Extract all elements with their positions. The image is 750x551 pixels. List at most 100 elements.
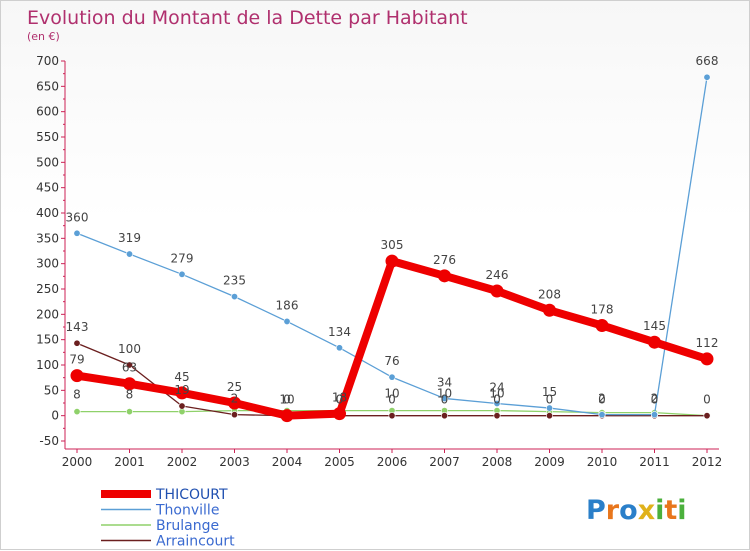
data-point-thicourt	[700, 352, 714, 366]
x-axis: 2000 2001 2002 2003 2004 2005 2006 2007 2008 2009…	[62, 448, 722, 469]
data-label-thicourt: 63	[122, 361, 137, 375]
data-point-arraincourt	[545, 412, 553, 420]
x-tick-label: 2001	[114, 455, 145, 469]
data-point-arraincourt	[493, 412, 501, 420]
data-label-brulange: 10	[489, 387, 504, 401]
y-tick-label: 400	[36, 206, 59, 220]
data-label-arraincourt: 0	[283, 393, 291, 407]
data-label-brulange: 8	[126, 388, 134, 402]
data-label-thonville: 2	[598, 392, 606, 406]
data-label-arraincourt: 0	[703, 393, 711, 407]
data-label-thonville: 235	[223, 274, 246, 288]
data-point-thonville	[545, 404, 553, 412]
data-point-thonville	[493, 400, 501, 408]
data-label-arraincourt: 0	[336, 393, 344, 407]
x-tick-label: 2004	[272, 455, 303, 469]
data-label-thicourt: 305	[381, 238, 404, 252]
data-label-thicourt: 25	[227, 380, 242, 394]
data-point-thonville	[73, 229, 81, 237]
data-label-arraincourt: 19	[174, 383, 189, 397]
y-tick-label: 100	[36, 358, 59, 372]
data-point-thonville	[335, 344, 343, 352]
data-label-thonville: 134	[328, 325, 351, 339]
data-label-thicourt: 246	[486, 268, 509, 282]
logo-letter: r	[606, 495, 620, 526]
data-label-arraincourt: 0	[388, 393, 396, 407]
data-point-thicourt	[280, 409, 294, 423]
proxiti-logo: Proxiti	[586, 495, 687, 526]
data-point-arraincourt	[73, 339, 81, 347]
data-label-thicourt: 145	[643, 319, 666, 333]
legend-label-thonville: Thonville	[155, 503, 219, 519]
data-label-thicourt: 112	[696, 336, 719, 350]
x-tick-label: 2006	[377, 455, 408, 469]
y-tick-label: 600	[36, 105, 59, 119]
x-tick-label: 2002	[167, 455, 198, 469]
data-label-thonville: 24	[489, 381, 504, 395]
data-label-brulange: 10	[384, 387, 399, 401]
data-label-brulange: 10	[437, 387, 452, 401]
data-label-arraincourt: 0	[441, 393, 449, 407]
data-point-thicourt	[490, 284, 504, 298]
y-tick-label: 550	[36, 130, 59, 144]
logo-letter: i	[655, 495, 664, 526]
data-point-thicourt	[228, 396, 241, 410]
data-point-thicourt	[543, 303, 556, 317]
data-label-arraincourt: 2	[231, 392, 239, 406]
data-point-thonville	[598, 411, 606, 419]
x-tick-label: 2008	[482, 455, 513, 469]
data-label-arraincourt: 143	[66, 320, 89, 334]
data-point-thonville	[178, 270, 186, 278]
y-tick-label: 150	[36, 333, 59, 347]
data-label-thonville: 668	[696, 54, 719, 68]
data-point-thonville	[703, 73, 711, 81]
series-lines	[70, 73, 714, 423]
logo-letter: t	[664, 495, 677, 526]
data-label-thonville: 186	[276, 298, 299, 312]
data-point-thonville	[231, 293, 239, 301]
data-point-arraincourt	[703, 412, 711, 420]
x-tick-label: 2003	[219, 455, 250, 469]
data-label-thicourt: 45	[174, 370, 189, 384]
data-point-thicourt	[70, 369, 84, 383]
legend-label-thicourt: THICOURT	[155, 487, 228, 503]
data-point-thicourt	[648, 335, 661, 349]
y-tick-label: 500	[36, 155, 59, 169]
data-label-thicourt: 10	[279, 393, 294, 407]
data-point-thicourt	[595, 318, 609, 332]
y-tick-label: 700	[36, 54, 59, 68]
logo-letter: x	[638, 495, 655, 526]
data-point-thonville	[650, 411, 658, 419]
data-point-thicourt	[333, 407, 346, 421]
data-point-thicourt	[123, 377, 136, 391]
data-label-arraincourt: 0	[546, 393, 554, 407]
y-tick-label: 300	[36, 257, 59, 271]
logo-letter: i	[677, 495, 686, 526]
data-point-thicourt	[175, 386, 189, 400]
data-point-brulange	[126, 408, 134, 416]
data-point-arraincourt	[440, 412, 448, 420]
y-tick-label: 200	[36, 307, 59, 321]
data-label-thonville: 319	[118, 231, 141, 245]
y-tick-label: 0	[51, 409, 59, 423]
y-tick-label: 250	[36, 282, 59, 296]
data-label-arraincourt: 0	[493, 393, 501, 407]
data-point-arraincourt	[126, 361, 134, 369]
y-tick-label: 450	[36, 181, 59, 195]
x-tick-label: 2009	[534, 455, 565, 469]
data-label-thicourt: 276	[433, 253, 456, 267]
legend-label-brulange: Brulange	[156, 518, 219, 534]
data-point-thonville	[388, 373, 396, 381]
logo-letter: o	[619, 495, 638, 526]
data-label-arraincourt: 0	[651, 393, 659, 407]
data-label-thonville: 34	[437, 375, 452, 389]
data-label-thonville: 360	[66, 210, 89, 224]
data-point-arraincourt	[178, 402, 186, 410]
data-label-thonville: 15	[542, 385, 557, 399]
data-point-thonville	[283, 317, 291, 325]
data-label-thonville: 76	[384, 354, 399, 368]
